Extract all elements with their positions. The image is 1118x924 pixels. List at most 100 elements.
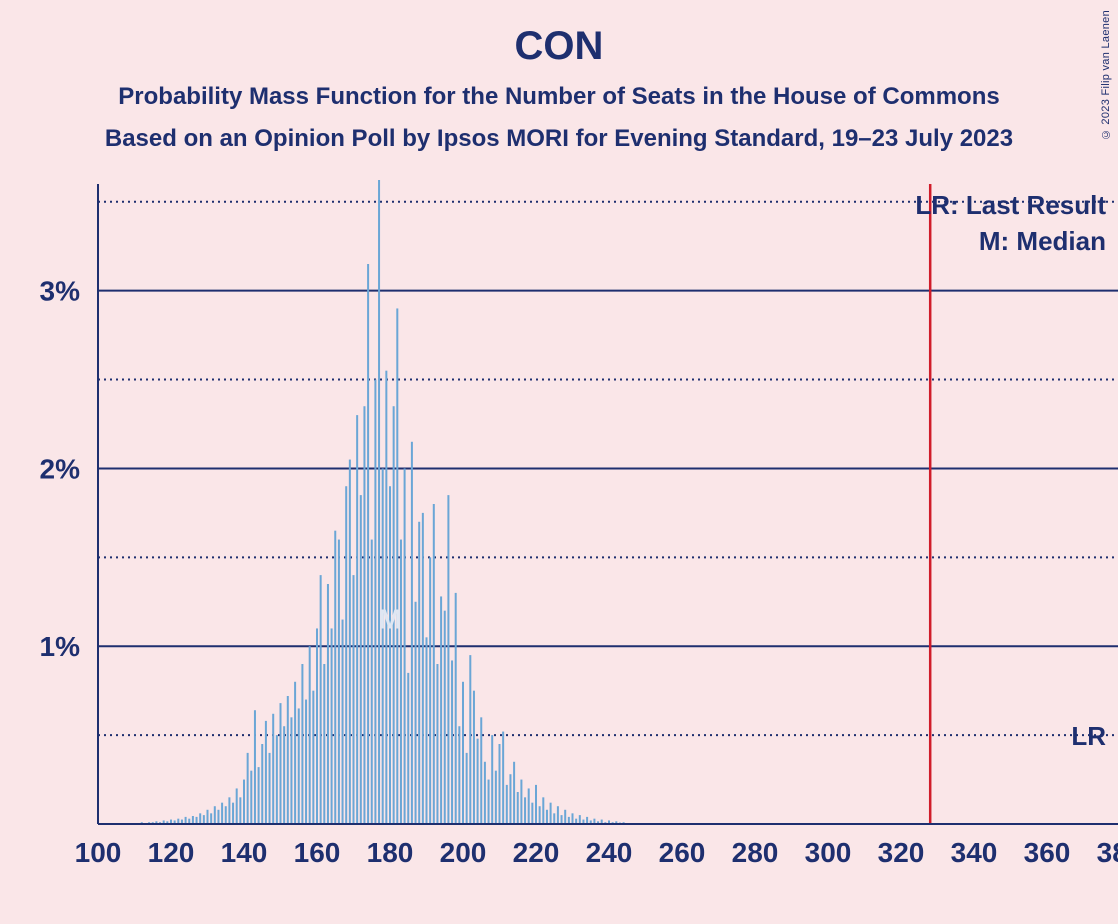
- pmf-bar: [203, 815, 205, 824]
- pmf-bar: [265, 721, 267, 824]
- pmf-bar: [367, 264, 369, 824]
- pmf-bar: [455, 593, 457, 824]
- pmf-bar: [520, 780, 522, 824]
- pmf-bar: [192, 816, 194, 824]
- pmf-bar: [309, 646, 311, 824]
- pmf-bar: [557, 806, 559, 824]
- pmf-bar: [422, 513, 424, 824]
- pmf-bar: [484, 762, 486, 824]
- pmf-bar: [316, 628, 318, 824]
- x-tick-label: 380: [1097, 837, 1118, 868]
- pmf-bar: [221, 803, 223, 824]
- pmf-bar: [451, 660, 453, 824]
- pmf-bar: [539, 806, 541, 824]
- pmf-bar: [418, 522, 420, 824]
- pmf-bar: [290, 717, 292, 824]
- pmf-bar: [524, 797, 526, 824]
- x-tick-label: 200: [440, 837, 487, 868]
- pmf-bar: [338, 540, 340, 824]
- pmf-bar: [298, 708, 300, 824]
- pmf-bar: [433, 504, 435, 824]
- pmf-bar: [294, 682, 296, 824]
- pmf-bar: [352, 575, 354, 824]
- x-tick-label: 100: [75, 837, 122, 868]
- copyright-text: © 2023 Filip van Laenen: [1100, 10, 1112, 140]
- pmf-bar: [334, 531, 336, 824]
- pmf-bar: [323, 664, 325, 824]
- pmf-bar: [360, 495, 362, 824]
- pmf-bar: [349, 460, 351, 824]
- pmf-bar: [564, 810, 566, 824]
- pmf-bar: [206, 810, 208, 824]
- pmf-bar: [480, 717, 482, 824]
- pmf-bar: [389, 486, 391, 824]
- pmf-bar: [561, 815, 563, 824]
- pmf-bar: [553, 813, 555, 824]
- pmf-bar: [491, 735, 493, 824]
- pmf-bar: [400, 540, 402, 824]
- y-tick-label: 2%: [40, 453, 81, 484]
- median-marker-label: M: [378, 603, 401, 634]
- x-tick-label: 240: [586, 837, 633, 868]
- pmf-bar: [199, 813, 201, 824]
- pmf-bar: [258, 767, 260, 824]
- pmf-bar: [272, 714, 274, 824]
- pmf-bar: [225, 806, 227, 824]
- x-tick-label: 300: [805, 837, 852, 868]
- pmf-bar: [466, 753, 468, 824]
- x-tick-label: 160: [294, 837, 341, 868]
- pmf-bar: [535, 785, 537, 824]
- pmf-bar: [378, 180, 380, 824]
- pmf-bar: [371, 540, 373, 824]
- chart-subtitle-2: Based on an Opinion Poll by Ipsos MORI f…: [0, 125, 1118, 153]
- x-tick-label: 360: [1024, 837, 1071, 868]
- pmf-bar: [425, 637, 427, 824]
- pmf-bar: [232, 803, 234, 824]
- pmf-bar: [217, 810, 219, 824]
- pmf-bar: [517, 792, 519, 824]
- pmf-bar: [327, 584, 329, 824]
- pmf-bar: [531, 803, 533, 824]
- pmf-bar: [228, 797, 230, 824]
- pmf-bar: [407, 673, 409, 824]
- pmf-bar: [342, 620, 344, 824]
- pmf-bar: [210, 813, 212, 824]
- pmf-bar: [579, 815, 581, 824]
- pmf-bar: [462, 682, 464, 824]
- y-tick-label: 3%: [40, 276, 81, 307]
- pmf-bar: [250, 771, 252, 824]
- x-tick-label: 280: [732, 837, 779, 868]
- pmf-bar: [568, 817, 570, 824]
- y-tick-label: 1%: [40, 631, 81, 662]
- pmf-bar: [550, 803, 552, 824]
- pmf-bar: [301, 664, 303, 824]
- pmf-bar: [287, 696, 289, 824]
- pmf-bar: [498, 744, 500, 824]
- pmf-bar: [477, 739, 479, 824]
- pmf-bar: [283, 726, 285, 824]
- pmf-bar: [396, 308, 398, 824]
- chart-container: © 2023 Filip van Laenen CON Probability …: [0, 0, 1118, 924]
- pmf-bar: [458, 726, 460, 824]
- x-tick-label: 340: [951, 837, 998, 868]
- x-tick-label: 180: [367, 837, 414, 868]
- pmf-bar: [305, 700, 307, 824]
- pmf-bar: [586, 817, 588, 824]
- pmf-bar: [331, 628, 333, 824]
- pmf-bar: [546, 810, 548, 824]
- pmf-bar: [571, 813, 573, 824]
- pmf-bar: [356, 415, 358, 824]
- pmf-bar: [404, 468, 406, 824]
- pmf-bar: [276, 735, 278, 824]
- pmf-bar: [254, 710, 256, 824]
- pmf-bar: [261, 744, 263, 824]
- pmf-bar: [411, 442, 413, 824]
- pmf-bar: [320, 575, 322, 824]
- pmf-bar: [239, 797, 241, 824]
- pmf-bar: [488, 780, 490, 824]
- pmf-bar: [385, 371, 387, 824]
- pmf-bar: [214, 806, 216, 824]
- lr-marker-label: LR: [1071, 721, 1106, 751]
- legend-lr: LR: Last Result: [915, 190, 1106, 220]
- pmf-bar: [243, 780, 245, 824]
